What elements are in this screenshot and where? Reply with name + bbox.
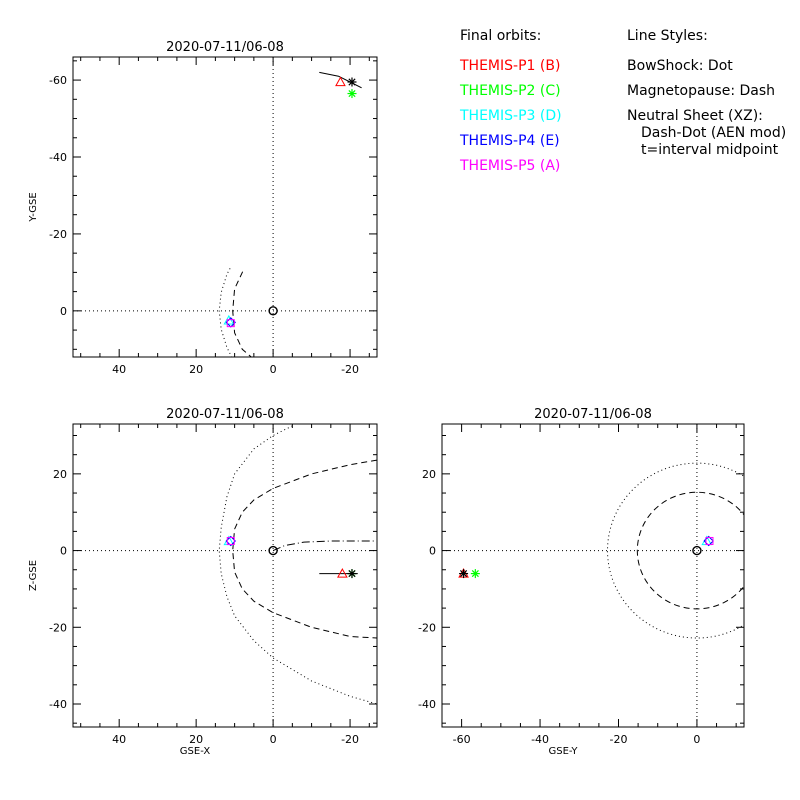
probe-triangle-marker: [335, 76, 346, 87]
x-tick-label: 40: [112, 733, 126, 746]
magnetopause-curve: [232, 459, 377, 639]
legend-style-4: Dash-Dot (AEN mod): [641, 125, 786, 141]
legend-style-1: BowShock: Dot: [627, 58, 733, 74]
panel-title: 2020-07-11/06-08: [166, 40, 284, 55]
panel-3: -60 -40 -20 0 20 0 -20 -40 2020-07-11/06-08 GSE-Y: [418, 407, 745, 757]
magnetopause-curve: [636, 491, 744, 610]
probe-asterisk-marker: [347, 77, 357, 87]
x-axis-label: GSE-X: [180, 746, 211, 757]
y-tick-label: -20: [418, 621, 436, 634]
y-tick-label: -20: [49, 621, 67, 634]
x-tick-label: -60: [453, 733, 471, 746]
x-tick-label: -20: [610, 733, 628, 746]
y-tick-label: -40: [49, 151, 67, 164]
magnetopause-curve: [232, 268, 252, 357]
legend-styles-title: Line Styles:: [627, 28, 708, 44]
legend-style-5: t=interval midpoint: [641, 142, 779, 158]
y-tick-label: -60: [49, 74, 67, 87]
x-tick-label: 20: [189, 733, 203, 746]
x-axis-label: GSE-Y: [549, 746, 579, 757]
panel-title: 2020-07-11/06-08: [534, 407, 652, 422]
legend-orbit-4: THEMIS-P4 (E): [459, 133, 560, 149]
earth-marker: [268, 545, 278, 556]
x-tick-label: -20: [341, 733, 359, 746]
x-tick-label: 0: [270, 363, 277, 376]
y-tick-label: 0: [429, 545, 436, 558]
x-tick-label: -20: [341, 363, 359, 376]
panel-2: 40 20 0 -20 20 0 -20 -40 2020-07-11/06-08 GSE-X Z-…: [28, 407, 378, 757]
y-tick-label: -40: [418, 698, 436, 711]
legend-style-2: Magnetopause: Dash: [627, 83, 775, 99]
x-tick-label: 40: [112, 363, 126, 376]
plot-frame: [72, 423, 378, 728]
x-tick-label: 0: [693, 733, 700, 746]
plot-frame: [441, 423, 745, 728]
probe-square-marker: [226, 536, 235, 545]
y-tick-label: -40: [49, 698, 67, 711]
probe-square-marker: [226, 319, 235, 328]
bow-shock-curve: [607, 462, 744, 639]
probe-asterisk-marker: [347, 569, 357, 579]
legend: Final orbits: THEMIS-P1 (B) THEMIS-P2 (C) T…: [459, 28, 786, 174]
panel-title: 2020-07-11/06-08: [166, 407, 284, 422]
legend-orbit-2: THEMIS-P2 (C): [459, 83, 561, 99]
plot-area: [442, 424, 744, 727]
plot-area: [73, 424, 377, 727]
earth-marker: [268, 306, 278, 316]
plot-frame: [72, 56, 378, 358]
legend-orbit-3: THEMIS-P3 (D): [459, 108, 562, 124]
probe-asterisk-marker: [347, 89, 357, 99]
probe-asterisk-marker: [470, 569, 480, 579]
probe-asterisk-marker: [459, 569, 469, 579]
legend-style-3: Neutral Sheet (XZ):: [627, 108, 763, 124]
legend-orbits-title: Final orbits:: [460, 28, 541, 44]
y-tick-label: -20: [49, 228, 67, 241]
bow-shock-curve: [218, 425, 377, 705]
legend-orbit-1: THEMIS-P1 (B): [459, 58, 560, 74]
y-tick-label: 0: [60, 305, 67, 318]
y-tick-label: 0: [60, 545, 67, 558]
y-tick-label: 20: [422, 468, 436, 481]
y-axis-label: Y-GSE: [28, 192, 39, 222]
probe-square-marker: [705, 536, 714, 545]
orbit-track: [319, 71, 362, 89]
plot-area: [73, 57, 377, 357]
probe-triangle-marker: [337, 568, 348, 578]
panel-1: 40 20 0 -20 -60 -40 -20 0 2020-07-11/06-08 Y-GSE: [28, 40, 378, 376]
y-axis-label: Z-GSE: [28, 560, 39, 591]
x-tick-label: -40: [531, 733, 549, 746]
neutral-sheet-curve: [272, 540, 377, 552]
earth-marker: [692, 545, 702, 556]
y-tick-label: 20: [53, 468, 67, 481]
x-tick-label: 0: [270, 733, 277, 746]
legend-orbit-5: THEMIS-P5 (A): [459, 158, 560, 174]
x-tick-label: 20: [189, 363, 203, 376]
